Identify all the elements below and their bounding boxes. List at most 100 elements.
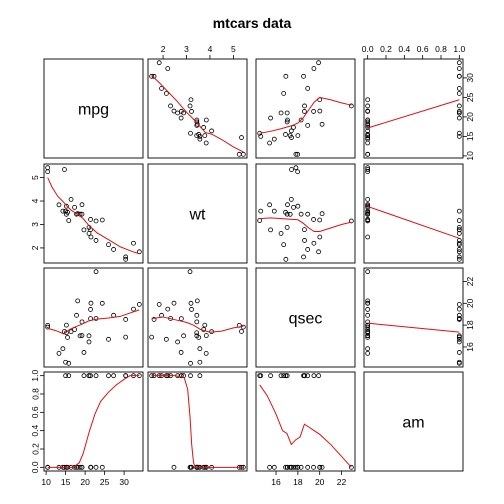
tick-label: 30 xyxy=(119,477,129,487)
data-point xyxy=(457,61,461,65)
data-point xyxy=(269,374,273,378)
panel-wt-vs-am xyxy=(364,164,463,263)
data-point xyxy=(195,313,199,317)
data-point xyxy=(320,122,324,126)
tick-label: 0.0 xyxy=(362,44,374,54)
data-point xyxy=(317,374,321,378)
tick-label: 25 xyxy=(100,477,110,487)
data-point xyxy=(198,347,202,351)
panel-qsec-vs-mpg xyxy=(44,268,143,367)
x-axis-am-top: 0.0 0.2 0.4 0.6 0.8 1.0 xyxy=(362,44,466,59)
tick-label: 0.6 xyxy=(30,406,40,418)
data-point xyxy=(317,250,321,254)
tick-label: 25 xyxy=(465,92,475,102)
data-point xyxy=(290,168,294,172)
data-point xyxy=(284,257,288,261)
data-point xyxy=(94,270,98,274)
smoother-line xyxy=(368,323,460,332)
data-point xyxy=(312,67,316,71)
data-point xyxy=(66,335,70,339)
data-point xyxy=(306,123,310,127)
data-point xyxy=(182,334,186,338)
data-point xyxy=(457,209,461,213)
data-point xyxy=(285,111,289,115)
smoother-line xyxy=(152,317,244,332)
data-point xyxy=(241,152,245,156)
tick-label: 20 xyxy=(80,477,90,487)
tick-label: 30 xyxy=(465,73,475,83)
tick-label: 18 xyxy=(293,477,303,487)
data-point xyxy=(366,98,370,102)
data-point xyxy=(457,74,461,78)
data-point xyxy=(294,166,298,170)
data-point xyxy=(285,225,289,229)
data-point xyxy=(94,238,98,242)
data-point xyxy=(237,152,241,156)
data-point xyxy=(73,205,77,209)
data-point xyxy=(312,109,316,113)
panel-mpg-vs-wt xyxy=(148,59,247,158)
panel-frame xyxy=(44,372,143,471)
panel-grid: mpgwtqsecam xyxy=(44,59,463,471)
data-point xyxy=(46,166,50,170)
data-point xyxy=(285,203,289,207)
data-point xyxy=(131,241,135,245)
data-point xyxy=(302,74,306,78)
panel-am-vs-wt xyxy=(148,372,247,471)
data-point xyxy=(189,301,193,305)
data-point xyxy=(306,86,310,90)
data-point xyxy=(457,116,461,120)
panel-frame xyxy=(256,59,355,158)
smoother-line xyxy=(260,97,352,133)
data-point xyxy=(76,299,80,303)
chart-title: mtcars data xyxy=(213,15,292,31)
data-point xyxy=(282,91,286,95)
data-point xyxy=(150,335,154,339)
data-point xyxy=(457,104,461,108)
tick-label: 3 xyxy=(184,44,189,54)
data-point xyxy=(279,231,283,235)
data-point xyxy=(457,219,461,223)
data-point xyxy=(166,67,170,71)
data-point xyxy=(80,203,84,207)
data-point xyxy=(366,141,370,145)
panel-frame xyxy=(256,372,355,471)
data-point xyxy=(318,109,322,113)
data-point xyxy=(67,219,71,223)
data-point xyxy=(457,302,461,306)
tick-label: 0.8 xyxy=(435,44,447,54)
y-axis-mpg-right: 1015202530 xyxy=(463,73,475,161)
data-point xyxy=(189,131,193,135)
panel-am-vs-qsec xyxy=(256,372,355,471)
panel-frame xyxy=(148,372,247,471)
data-point xyxy=(89,235,93,239)
data-point xyxy=(457,91,461,95)
data-point xyxy=(189,361,193,365)
y-axis-wt-left: 2345 xyxy=(30,175,44,250)
panel-qsec-vs-qsec: qsec xyxy=(256,268,355,367)
data-point xyxy=(87,340,91,344)
data-point xyxy=(203,323,207,327)
tick-label: 20 xyxy=(465,112,475,122)
data-point xyxy=(195,320,199,324)
data-point xyxy=(172,465,176,469)
data-point xyxy=(112,374,116,378)
data-point xyxy=(94,374,98,378)
data-point xyxy=(124,317,128,321)
data-point xyxy=(210,129,214,133)
panel-wt-vs-qsec xyxy=(256,164,355,263)
tick-label: 5 xyxy=(30,175,40,180)
data-point xyxy=(89,307,93,311)
tick-label: 15 xyxy=(61,477,71,487)
data-point xyxy=(320,212,324,216)
data-point xyxy=(87,334,91,338)
data-point xyxy=(137,302,141,306)
data-point xyxy=(299,212,303,216)
data-point xyxy=(306,465,310,469)
data-point xyxy=(189,98,193,102)
data-point xyxy=(269,116,273,120)
panel-wt-vs-wt: wt xyxy=(148,164,247,263)
data-point xyxy=(188,270,192,274)
data-point xyxy=(259,209,263,213)
